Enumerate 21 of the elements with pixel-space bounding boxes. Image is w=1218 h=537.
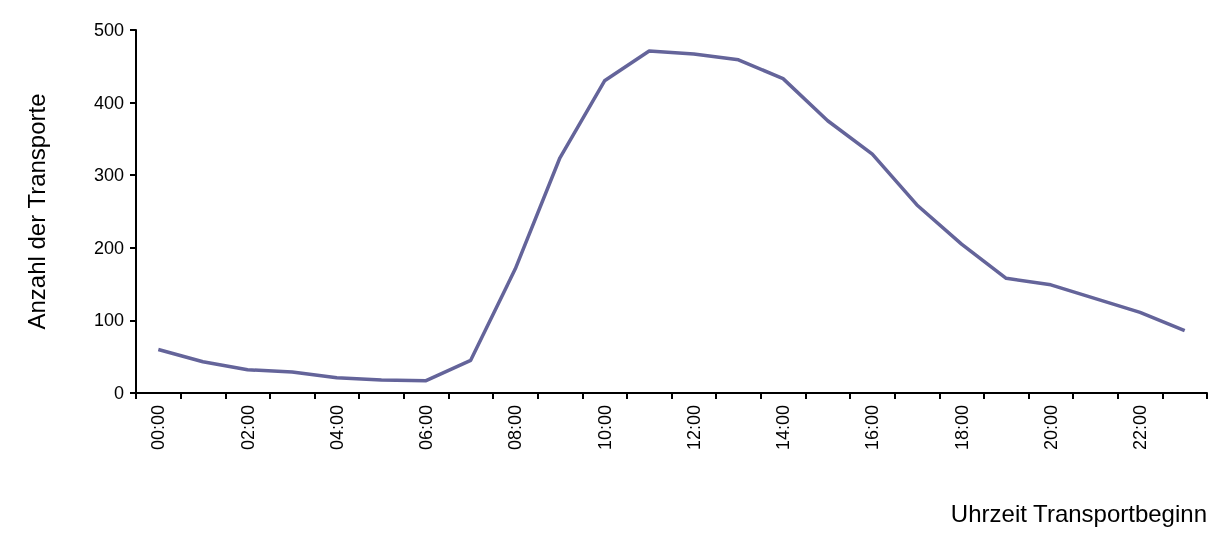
x-tick-label: 22:00 [1130,405,1151,451]
x-tick-label: 06:00 [416,405,437,451]
x-tick-label: 16:00 [862,405,883,451]
x-tick-label: 02:00 [237,405,258,451]
y-tick-label: 300 [93,165,124,186]
y-tick-label: 100 [93,310,124,331]
x-tick-label: 14:00 [773,405,794,451]
y-tick-label: 0 [113,383,124,403]
x-tick-label: 04:00 [326,405,347,451]
y-tick-label: 200 [93,237,124,258]
y-axis-title: Anzahl der Transporte [22,93,50,330]
x-tick-label: 20:00 [1040,405,1061,451]
x-tick-label: 08:00 [505,405,526,451]
line-series [156,49,1187,383]
x-tick-label: 12:00 [683,405,704,451]
y-tick-label: 400 [93,92,124,113]
x-tick-label: 18:00 [951,405,972,451]
y-tick-label: 500 [93,20,124,40]
x-tick-label: 00:00 [148,405,169,451]
x-axis-title: Uhrzeit Transportbeginn [950,499,1207,527]
x-tick-label: 10:00 [594,405,615,451]
